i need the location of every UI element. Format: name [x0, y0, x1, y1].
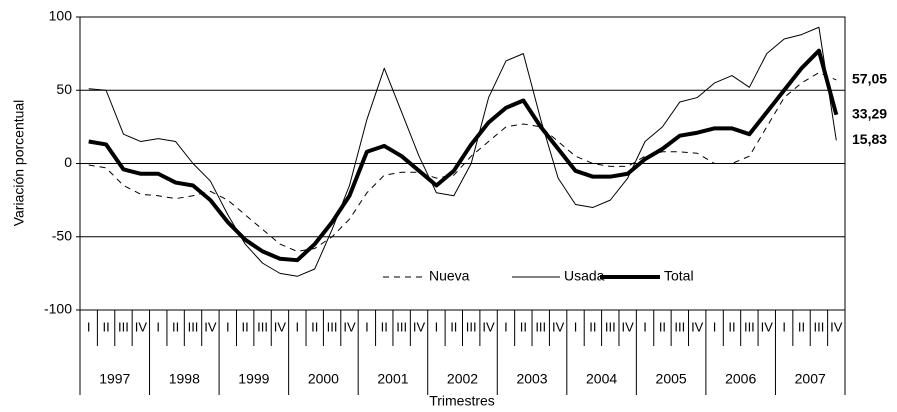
year-label: 2000: [308, 371, 339, 387]
x-tick-label: I: [504, 319, 508, 334]
x-tick-label: III: [535, 319, 546, 334]
x-tick-label: I: [365, 319, 369, 334]
x-tick-label: IV: [761, 319, 774, 334]
year-label: 2005: [656, 371, 687, 387]
y-tick-label: -50: [52, 227, 72, 243]
x-tick-label: III: [118, 319, 129, 334]
x-tick-label: I: [156, 319, 160, 334]
x-tick-label: IV: [691, 319, 704, 334]
x-axis-title: Trimestres: [429, 393, 495, 409]
year-label: 1997: [99, 371, 130, 387]
x-tick-label: I: [435, 319, 439, 334]
x-tick-label: III: [466, 319, 477, 334]
x-tick-label: III: [188, 319, 199, 334]
series-line: [88, 26, 837, 277]
x-tick-label: IV: [622, 319, 635, 334]
legend-label: Total: [664, 268, 694, 284]
x-tick-label: III: [813, 319, 824, 334]
x-tick-label: I: [713, 319, 717, 334]
year-label: 2003: [516, 371, 547, 387]
x-tick-label: IV: [204, 319, 217, 334]
x-tick-label: III: [327, 319, 338, 334]
series-line: [88, 72, 837, 252]
x-tick-label: I: [782, 319, 786, 334]
x-tick-label: I: [226, 319, 230, 334]
x-tick-label: I: [574, 319, 578, 334]
x-tick-label: IV: [135, 319, 148, 334]
year-label: 2004: [586, 371, 617, 387]
x-tick-label: II: [242, 319, 249, 334]
x-tick-label: II: [450, 319, 457, 334]
x-tick-label: III: [605, 319, 616, 334]
legend-label: Nueva: [429, 268, 470, 284]
legend-label: Usada: [564, 268, 605, 284]
x-tick-label: II: [172, 319, 179, 334]
x-tick-label: II: [659, 319, 666, 334]
x-tick-label: I: [296, 319, 300, 334]
year-label: 1999: [238, 371, 269, 387]
y-tick-label: 50: [56, 81, 72, 97]
x-tick-label: IV: [482, 319, 495, 334]
year-label: 1998: [169, 371, 200, 387]
year-label: 2002: [447, 371, 478, 387]
year-label: 2006: [725, 371, 756, 387]
value-label: 57,05: [852, 71, 887, 87]
x-tick-label: IV: [830, 319, 843, 334]
y-tick-label: -100: [44, 301, 72, 317]
x-tick-label: III: [396, 319, 407, 334]
x-tick-label: IV: [552, 319, 565, 334]
series-line: [88, 48, 839, 263]
x-tick-label: II: [311, 319, 318, 334]
value-label: 33,29: [852, 105, 887, 121]
x-tick-label: II: [102, 319, 109, 334]
x-tick-label: IV: [274, 319, 287, 334]
x-tick-label: IV: [343, 319, 356, 334]
x-tick-label: III: [674, 319, 685, 334]
y-axis-title: Variación porcentual: [11, 100, 27, 227]
x-tick-label: II: [520, 319, 527, 334]
x-tick-label: II: [381, 319, 388, 334]
x-tick-label: I: [87, 319, 91, 334]
x-tick-label: III: [744, 319, 755, 334]
y-tick-label: 100: [49, 8, 73, 24]
x-tick-label: II: [589, 319, 596, 334]
year-label: 2001: [377, 371, 408, 387]
x-tick-label: III: [257, 319, 268, 334]
value-label: 15,83: [852, 131, 887, 147]
x-tick-label: II: [798, 319, 805, 334]
x-tick-label: I: [643, 319, 647, 334]
x-tick-label: II: [728, 319, 735, 334]
y-tick-label: 0: [64, 154, 72, 170]
year-label: 2007: [795, 371, 826, 387]
x-tick-label: IV: [413, 319, 426, 334]
